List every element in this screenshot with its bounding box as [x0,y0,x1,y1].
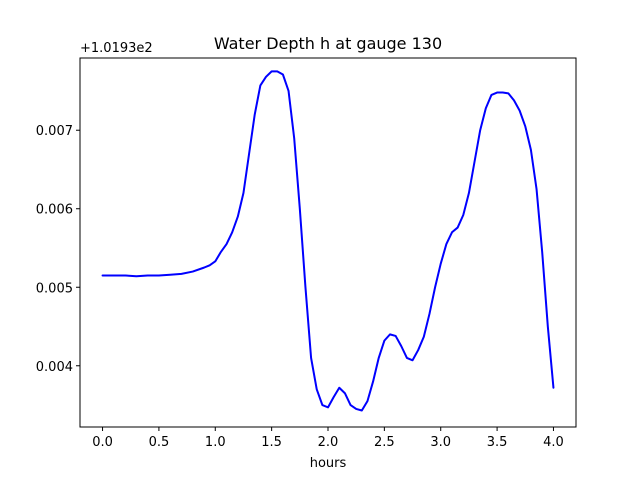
x-tick-label: 0.5 [149,435,170,450]
plot-area: 0.0 0.5 1.0 1.5 2.0 2.5 3.0 3.5 4.0 0.004 0.005 0.0… [36,57,577,450]
x-tick-label: 2.5 [374,435,395,450]
y-tick-label: 0.005 [36,281,73,296]
x-tick-label: 4.0 [543,435,564,450]
y-tick-label: 0.006 [36,203,73,218]
x-axis-label: hours [310,456,347,471]
series-line-0 [101,70,555,412]
axes-frame [79,57,577,428]
x-tick-label: 1.0 [205,435,226,450]
x-tick-label: 1.5 [261,435,282,450]
y-tick-label: 0.007 [36,124,73,139]
y-tick-label: 0.004 [36,360,73,375]
chart-title: Water Depth h at gauge 130 [214,34,442,53]
x-tick-label: 0.0 [92,435,113,450]
x-tick-label: 3.5 [487,435,508,450]
x-tick-label: 2.0 [318,435,339,450]
y-offset-label: +1.0193e2 [80,41,153,56]
x-tick-label: 3.0 [430,435,451,450]
